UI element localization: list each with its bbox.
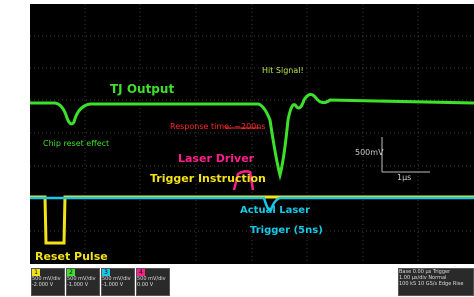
status: Edge xyxy=(439,281,452,287)
label: Hit Signal! xyxy=(262,67,304,75)
scope-screen: TJ Output Chip reset effect Hit Signal! … xyxy=(0,0,474,297)
label: Actual Laser xyxy=(240,206,310,216)
label: TJ Output xyxy=(110,83,174,95)
channel-id: 1 xyxy=(32,269,40,276)
label: Trigger (5ns) xyxy=(250,226,323,236)
channel-id: 4 xyxy=(137,269,145,276)
channel-offset: 0.00 V xyxy=(137,282,169,288)
label: Laser Driver xyxy=(178,153,254,164)
status-panel[interactable]: Base 0.00 µs Trigger 1.00 µs/div Normal … xyxy=(398,268,474,296)
label: Response time: ~200ns xyxy=(170,123,266,131)
channel-id: 3 xyxy=(102,269,110,276)
channel-offset: -2.000 V xyxy=(32,282,64,288)
label: 500mV xyxy=(355,149,384,157)
channel-offset: -1.000 V xyxy=(67,282,99,288)
label: 1µs xyxy=(397,174,411,182)
label: Trigger Instruction xyxy=(150,173,266,184)
label: Reset Pulse xyxy=(35,251,108,262)
channel-id: 2 xyxy=(67,269,75,276)
label: Chip reset effect xyxy=(43,140,109,148)
status: Rise xyxy=(453,281,464,287)
channel-offset: -1.000 V xyxy=(102,282,134,288)
status: 100 kS xyxy=(399,281,416,287)
status: 10 GS/s xyxy=(418,281,437,287)
